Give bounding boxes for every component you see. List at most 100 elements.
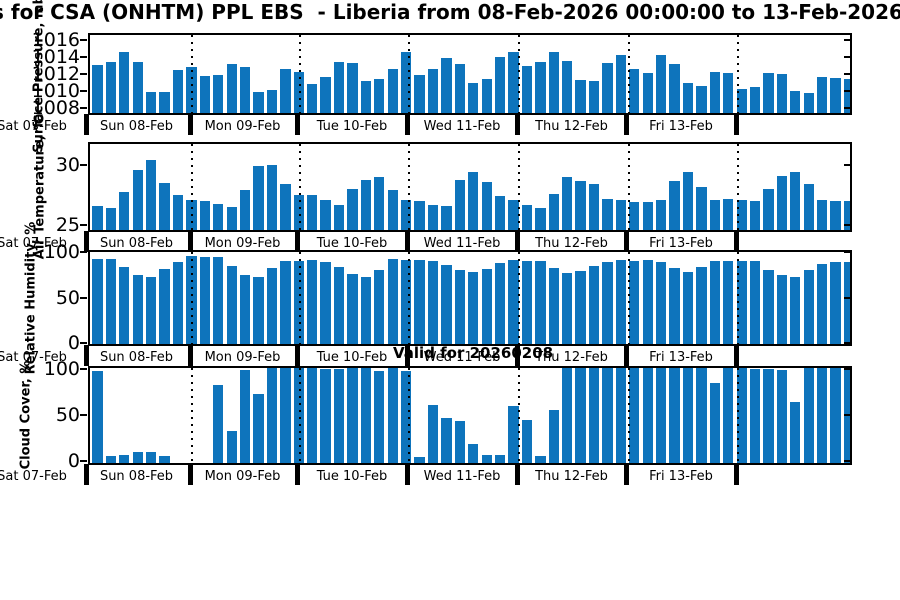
day-boundary-line <box>518 144 520 230</box>
day-tick-mark <box>514 345 520 366</box>
day-label: Sat 07-Feb <box>0 469 67 484</box>
figure-title: s for CSA (ONHTM) PPL EBS - Liberia from… <box>0 0 900 24</box>
bar <box>159 183 170 230</box>
bar <box>763 189 774 230</box>
bar <box>655 261 667 344</box>
bar <box>830 261 841 344</box>
bar <box>266 368 278 463</box>
y-tick-label: 30 <box>55 153 80 176</box>
bar <box>253 277 264 344</box>
y-tick-mark-right <box>844 460 850 463</box>
day-tick-mark <box>187 114 193 135</box>
y-tick-mark <box>80 250 87 253</box>
bar <box>817 77 828 113</box>
bar <box>535 455 546 463</box>
bar <box>146 91 157 113</box>
bar <box>843 261 850 344</box>
y-tick-label: 1012 <box>31 63 80 85</box>
valid-for-annotation: Valid for 20260208 <box>393 344 554 362</box>
bar <box>588 266 600 344</box>
day-label: Sat 07-Feb <box>0 236 67 251</box>
day-tick-mark <box>84 114 89 135</box>
day-boundary-line <box>191 368 193 463</box>
y-tick-mark-right <box>844 223 850 226</box>
bar <box>803 269 814 344</box>
day-boundary-line <box>737 368 739 463</box>
bar <box>629 202 640 230</box>
day-label: Fri 13-Feb <box>649 469 713 484</box>
day-boundary-line <box>298 368 301 463</box>
bar <box>615 259 627 344</box>
bar <box>280 184 291 230</box>
bar <box>347 368 358 463</box>
bar <box>253 393 264 463</box>
y-tick-label: 1014 <box>31 45 80 68</box>
bar <box>239 369 251 463</box>
bar <box>454 421 465 463</box>
bar <box>682 271 694 344</box>
day-tick-mark <box>84 464 89 485</box>
bar <box>360 368 372 463</box>
day-label: Thu 12-Feb <box>535 119 608 134</box>
day-tick-mark <box>295 114 300 135</box>
bar <box>696 85 707 113</box>
bar <box>790 401 801 463</box>
bar <box>280 69 291 113</box>
bar <box>736 368 747 463</box>
y-tick-mark-right <box>844 38 850 41</box>
bar <box>132 275 143 344</box>
bar <box>723 72 734 113</box>
day-label: Thu 12-Feb <box>535 350 608 365</box>
day-tick-mark <box>187 345 193 366</box>
day-label: Thu 12-Feb <box>535 469 608 484</box>
bar <box>669 268 680 344</box>
bar <box>615 200 627 230</box>
y-tick-mark <box>80 90 87 93</box>
bar <box>602 62 613 113</box>
bar <box>159 455 170 463</box>
bar <box>602 261 613 344</box>
day-tick-mark <box>404 114 410 135</box>
bar <box>763 72 774 113</box>
y-tick-mark-right <box>844 296 850 299</box>
bar <box>776 275 788 344</box>
air-temperature-chart <box>88 142 852 232</box>
bar <box>749 87 761 113</box>
day-boundary-line <box>518 252 520 344</box>
bar <box>132 61 143 113</box>
bar <box>347 273 358 344</box>
day-label: Sat 07-Feb <box>0 350 67 365</box>
bar <box>333 267 345 344</box>
bar <box>360 179 372 230</box>
bar <box>414 201 425 230</box>
day-boundary-line <box>191 144 193 230</box>
bar <box>146 451 157 463</box>
bar <box>320 368 331 463</box>
bar <box>347 62 358 113</box>
bar <box>374 269 385 344</box>
bar <box>588 81 600 113</box>
day-label: Mon 09-Feb <box>204 469 281 484</box>
bar <box>119 191 130 230</box>
bar <box>132 451 143 463</box>
bar <box>629 260 640 344</box>
bar <box>468 83 479 113</box>
day-label: Mon 09-Feb <box>204 119 281 134</box>
day-tick-mark <box>514 464 520 485</box>
bar <box>239 66 251 113</box>
bar <box>548 194 559 230</box>
day-label: Mon 09-Feb <box>204 350 281 365</box>
bar <box>723 368 734 463</box>
bar <box>280 260 291 344</box>
bar <box>803 93 814 113</box>
bar <box>454 64 465 113</box>
day-tick-mark <box>624 114 629 135</box>
bar <box>723 260 734 344</box>
bar <box>119 267 130 344</box>
day-label: Sun 08-Feb <box>99 236 174 251</box>
day-boundary-line <box>191 252 193 344</box>
bar <box>132 170 143 230</box>
day-boundary-line <box>408 252 410 344</box>
bar <box>441 57 452 113</box>
